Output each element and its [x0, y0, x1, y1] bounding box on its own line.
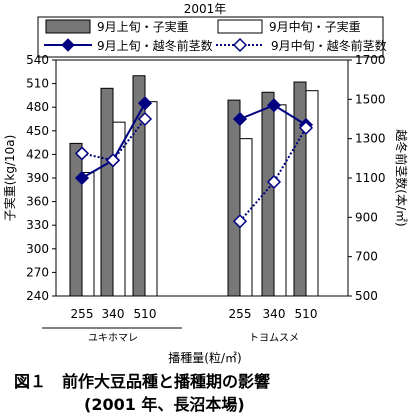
x-group-label: トヨムスメ	[249, 332, 299, 344]
y-tick-label-right: 500	[355, 289, 378, 303]
point-mid-sept-stems	[232, 214, 248, 229]
y-axis-label-left: 子実重(kg/10a)	[2, 135, 17, 222]
legend-filled-diamond-icon	[61, 38, 75, 52]
legend-entry-bar-mid: 9月中旬・子実重	[217, 19, 361, 34]
line-mid-sept-stems	[239, 127, 307, 222]
y-tick-label-right: 1500	[355, 92, 386, 106]
legend-entry-line-early: 9月上旬・越冬前茎数	[44, 38, 213, 53]
y-tick-label-left: 330	[26, 218, 49, 232]
y-axis-label-right: 越冬前茎数(本/㎡)	[394, 129, 409, 226]
figure-caption-line2: (2001 年、長沼本場)	[84, 395, 245, 414]
legend-entry-bar-early: 9月上旬・子実重	[45, 19, 189, 34]
point-early-sept-stems	[266, 98, 282, 113]
y-tick-label-right: 1300	[355, 132, 386, 146]
x-axis-label: 播種量(粒/㎡)	[168, 350, 241, 365]
x-tick-label: 340	[102, 307, 125, 321]
bar-early-sept-yield	[100, 87, 114, 297]
y-tick-label-right: 1100	[355, 171, 386, 185]
x-tick-label: 340	[263, 307, 286, 321]
bar-early-sept-yield	[69, 142, 83, 297]
x-tick-label: 510	[134, 307, 157, 321]
bar-mid-sept-yield	[273, 104, 287, 297]
point-early-sept-stems	[232, 111, 248, 127]
bar-mid-sept-yield	[112, 121, 126, 297]
y-tick-label-left: 450	[26, 124, 49, 138]
legend-label: 9月上旬・子実重	[97, 19, 189, 34]
x-axis: 255 340 510 ユキホマレ 255 340 510 トヨムスメ	[42, 307, 317, 344]
y-tick-label-left: 270	[26, 265, 49, 279]
right-axis: 500 700 900 1100 1300 1500 1700	[348, 53, 386, 303]
left-axis: 240 270 300 330 360 390 420 450 480 510 540	[26, 53, 56, 303]
point-mid-sept-stems	[298, 120, 314, 135]
bar-early-sept-yield	[132, 75, 146, 297]
x-group-label: ユキホマレ	[88, 332, 138, 344]
legend: 9月上旬・子実重 9月中旬・子実重 9月上旬・越冬前茎数 9月中旬・越冬前茎数	[37, 16, 387, 58]
bar-mid-sept-yield	[81, 171, 95, 297]
y-tick-label-left: 510	[26, 77, 49, 91]
bar-mid-sept-yield	[144, 101, 158, 297]
y-tick-label-left: 360	[26, 195, 49, 209]
point-mid-sept-stems	[105, 153, 121, 168]
point-mid-sept-stems	[137, 111, 153, 127]
y-tick-label-right: 900	[355, 210, 378, 224]
legend-frame	[37, 16, 384, 58]
legend-label: 9月中旬・子実重	[269, 19, 361, 34]
legend-swatch-gray-bar	[45, 19, 91, 34]
point-mid-sept-stems	[266, 174, 282, 189]
x-tick-label: 255	[71, 307, 94, 321]
x-tick-label: 510	[295, 307, 318, 321]
y-tick-label-left: 300	[26, 242, 49, 256]
legend-swatch-white-bar	[217, 19, 263, 34]
legend-label: 9月上旬・越冬前茎数	[97, 38, 213, 53]
figure-caption-line1: 図１ 前作大豆品種と播種期の影響	[14, 372, 271, 391]
line-series	[74, 96, 314, 229]
y-tick-label-left: 390	[26, 171, 49, 185]
y-tick-label-left: 420	[26, 147, 49, 161]
bar-early-sept-yield	[293, 81, 307, 297]
y-tick-label-left: 240	[26, 289, 49, 303]
y-tick-label-left: 480	[26, 100, 49, 114]
chart-title: 2001年	[184, 2, 227, 16]
point-early-sept-stems	[137, 96, 153, 111]
y-tick-label-right: 1700	[355, 53, 386, 67]
y-tick-label-right: 700	[355, 250, 378, 264]
legend-entry-line-mid: 9月中旬・越冬前茎数	[216, 37, 387, 53]
x-tick-label: 255	[229, 307, 252, 321]
bar-early-sept-yield	[227, 99, 241, 297]
bar-mid-sept-yield	[305, 90, 319, 297]
point-mid-sept-stems	[74, 146, 90, 161]
point-early-sept-stems	[74, 170, 90, 186]
legend-label: 9月中旬・越冬前茎数	[271, 38, 387, 53]
legend-open-diamond-icon	[232, 37, 248, 53]
y-tick-label-left: 540	[26, 53, 49, 67]
